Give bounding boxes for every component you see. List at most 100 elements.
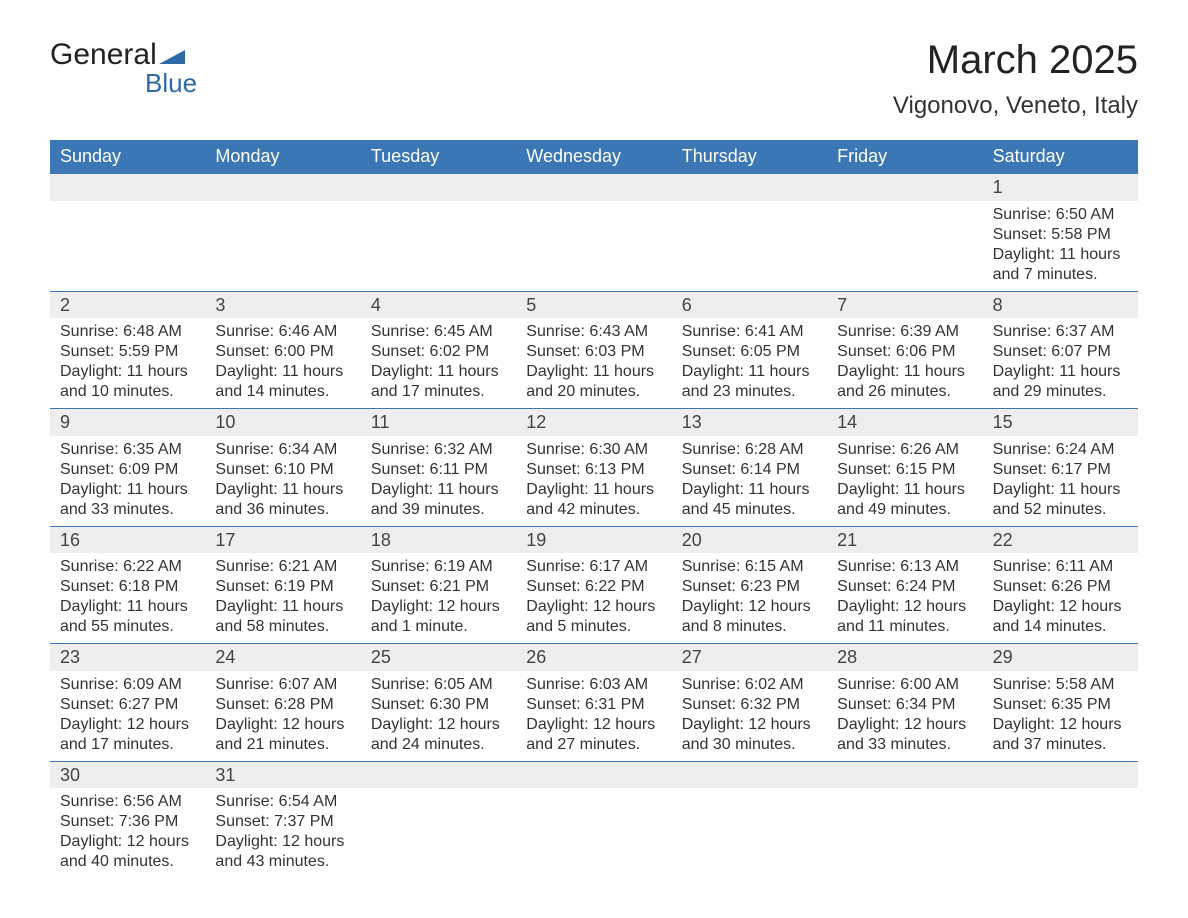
day-number: 7 — [827, 291, 982, 319]
day-cell: 13Sunrise: 6:28 AMSunset: 6:14 PMDayligh… — [672, 408, 827, 526]
week-row: 30Sunrise: 6:56 AMSunset: 7:36 PMDayligh… — [50, 761, 1138, 879]
day-number: 19 — [516, 526, 671, 554]
day-sunset: Sunset: 6:31 PM — [526, 695, 661, 715]
day-number: 18 — [361, 526, 516, 554]
day-sunrise: Sunrise: 6:48 AM — [60, 322, 195, 342]
day-daylight2: and 39 minutes. — [371, 500, 506, 520]
day-number: 5 — [516, 291, 671, 319]
day-cell — [672, 761, 827, 879]
weekday-header-row: SundayMondayTuesdayWednesdayThursdayFrid… — [50, 140, 1138, 173]
day-daylight1: Daylight: 12 hours — [993, 715, 1128, 735]
day-sunrise: Sunrise: 6:09 AM — [60, 675, 195, 695]
day-body — [983, 788, 1138, 798]
day-cell: 11Sunrise: 6:32 AMSunset: 6:11 PMDayligh… — [361, 408, 516, 526]
day-daylight2: and 42 minutes. — [526, 500, 661, 520]
week-row: 16Sunrise: 6:22 AMSunset: 6:18 PMDayligh… — [50, 526, 1138, 644]
weekday-header: Sunday — [50, 140, 205, 173]
day-body: Sunrise: 6:02 AMSunset: 6:32 PMDaylight:… — [672, 671, 827, 761]
day-sunset: Sunset: 6:28 PM — [215, 695, 350, 715]
day-sunset: Sunset: 6:10 PM — [215, 460, 350, 480]
day-number — [516, 173, 671, 201]
day-number: 21 — [827, 526, 982, 554]
day-number: 17 — [205, 526, 360, 554]
day-sunset: Sunset: 6:35 PM — [993, 695, 1128, 715]
day-daylight2: and 14 minutes. — [215, 382, 350, 402]
day-sunrise: Sunrise: 5:58 AM — [993, 675, 1128, 695]
day-body: Sunrise: 5:58 AMSunset: 6:35 PMDaylight:… — [983, 671, 1138, 761]
month-title: March 2025 — [893, 40, 1138, 80]
day-cell: 8Sunrise: 6:37 AMSunset: 6:07 PMDaylight… — [983, 291, 1138, 409]
day-daylight2: and 20 minutes. — [526, 382, 661, 402]
day-daylight2: and 21 minutes. — [215, 735, 350, 755]
day-body: Sunrise: 6:34 AMSunset: 6:10 PMDaylight:… — [205, 436, 360, 526]
day-body: Sunrise: 6:11 AMSunset: 6:26 PMDaylight:… — [983, 553, 1138, 643]
day-sunrise: Sunrise: 6:02 AM — [682, 675, 817, 695]
day-number: 4 — [361, 291, 516, 319]
day-daylight1: Daylight: 12 hours — [682, 597, 817, 617]
day-daylight2: and 14 minutes. — [993, 617, 1128, 637]
day-number — [827, 173, 982, 201]
day-body: Sunrise: 6:13 AMSunset: 6:24 PMDaylight:… — [827, 553, 982, 643]
day-cell — [361, 173, 516, 291]
day-daylight2: and 40 minutes. — [60, 852, 195, 872]
day-daylight1: Daylight: 11 hours — [837, 362, 972, 382]
day-body: Sunrise: 6:56 AMSunset: 7:36 PMDaylight:… — [50, 788, 205, 878]
day-daylight1: Daylight: 11 hours — [993, 362, 1128, 382]
day-number — [827, 761, 982, 789]
day-daylight2: and 49 minutes. — [837, 500, 972, 520]
week-row: 1Sunrise: 6:50 AMSunset: 5:58 PMDaylight… — [50, 173, 1138, 291]
day-sunset: Sunset: 6:13 PM — [526, 460, 661, 480]
day-sunrise: Sunrise: 6:28 AM — [682, 440, 817, 460]
day-cell: 18Sunrise: 6:19 AMSunset: 6:21 PMDayligh… — [361, 526, 516, 644]
day-body: Sunrise: 6:03 AMSunset: 6:31 PMDaylight:… — [516, 671, 671, 761]
day-daylight2: and 29 minutes. — [993, 382, 1128, 402]
day-sunset: Sunset: 6:06 PM — [837, 342, 972, 362]
day-sunrise: Sunrise: 6:32 AM — [371, 440, 506, 460]
day-body: Sunrise: 6:32 AMSunset: 6:11 PMDaylight:… — [361, 436, 516, 526]
day-sunset: Sunset: 6:14 PM — [682, 460, 817, 480]
day-sunset: Sunset: 6:00 PM — [215, 342, 350, 362]
day-sunrise: Sunrise: 6:26 AM — [837, 440, 972, 460]
day-number: 27 — [672, 643, 827, 671]
day-body: Sunrise: 6:54 AMSunset: 7:37 PMDaylight:… — [205, 788, 360, 878]
day-number: 31 — [205, 761, 360, 789]
day-daylight1: Daylight: 11 hours — [526, 480, 661, 500]
day-daylight2: and 52 minutes. — [993, 500, 1128, 520]
day-cell — [827, 173, 982, 291]
brand-name-part1: General — [50, 40, 157, 70]
day-body: Sunrise: 6:30 AMSunset: 6:13 PMDaylight:… — [516, 436, 671, 526]
weekday-header: Wednesday — [516, 140, 671, 173]
day-number — [983, 761, 1138, 789]
day-number: 11 — [361, 408, 516, 436]
day-sunrise: Sunrise: 6:11 AM — [993, 557, 1128, 577]
day-daylight1: Daylight: 12 hours — [371, 715, 506, 735]
day-sunrise: Sunrise: 6:43 AM — [526, 322, 661, 342]
day-sunrise: Sunrise: 6:34 AM — [215, 440, 350, 460]
day-sunset: Sunset: 6:19 PM — [215, 577, 350, 597]
day-daylight1: Daylight: 11 hours — [60, 362, 195, 382]
day-sunset: Sunset: 6:22 PM — [526, 577, 661, 597]
day-number — [361, 761, 516, 789]
day-daylight2: and 1 minute. — [371, 617, 506, 637]
brand-logo: General Blue — [50, 40, 197, 99]
day-body: Sunrise: 6:35 AMSunset: 6:09 PMDaylight:… — [50, 436, 205, 526]
day-number: 29 — [983, 643, 1138, 671]
day-cell: 12Sunrise: 6:30 AMSunset: 6:13 PMDayligh… — [516, 408, 671, 526]
weekday-header: Friday — [827, 140, 982, 173]
day-daylight1: Daylight: 12 hours — [371, 597, 506, 617]
day-body: Sunrise: 6:28 AMSunset: 6:14 PMDaylight:… — [672, 436, 827, 526]
day-body: Sunrise: 6:19 AMSunset: 6:21 PMDaylight:… — [361, 553, 516, 643]
day-number: 16 — [50, 526, 205, 554]
weekday-header: Monday — [205, 140, 360, 173]
page-header: General Blue March 2025 Vigonovo, Veneto… — [50, 40, 1138, 120]
weekday-header: Saturday — [983, 140, 1138, 173]
day-sunrise: Sunrise: 6:50 AM — [993, 205, 1128, 225]
day-cell: 19Sunrise: 6:17 AMSunset: 6:22 PMDayligh… — [516, 526, 671, 644]
day-sunset: Sunset: 6:32 PM — [682, 695, 817, 715]
day-daylight1: Daylight: 12 hours — [993, 597, 1128, 617]
day-sunrise: Sunrise: 6:15 AM — [682, 557, 817, 577]
day-cell: 2Sunrise: 6:48 AMSunset: 5:59 PMDaylight… — [50, 291, 205, 409]
day-number — [672, 173, 827, 201]
day-body — [827, 788, 982, 798]
day-sunrise: Sunrise: 6:24 AM — [993, 440, 1128, 460]
